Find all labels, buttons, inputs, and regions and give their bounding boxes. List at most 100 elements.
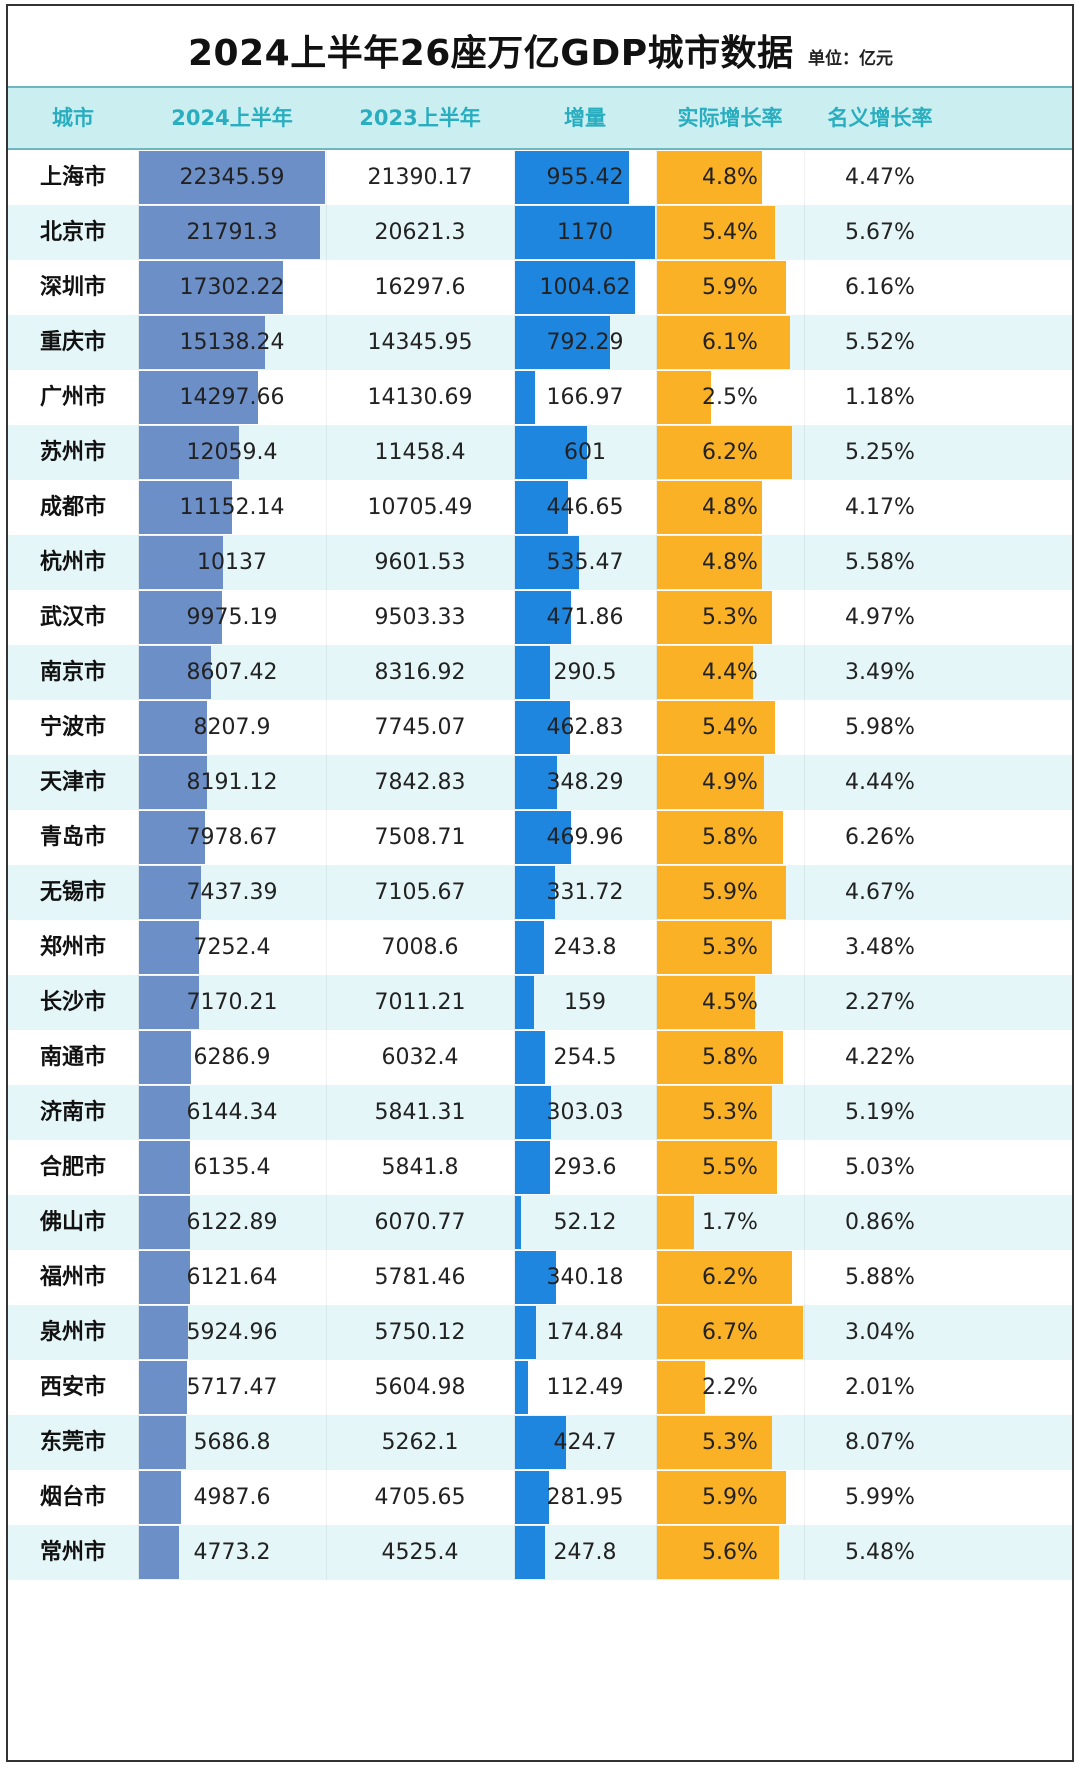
column-divider xyxy=(138,315,139,370)
header-nominal-growth: 名义增长率 xyxy=(827,106,933,130)
gdp-2024h1-bar xyxy=(139,261,283,314)
gdp-2024h1-value: 6286.9 xyxy=(193,1045,271,1070)
column-divider xyxy=(326,1030,327,1085)
gdp-2024h1-bar xyxy=(139,1031,191,1084)
nominal-growth-value: 5.98% xyxy=(845,715,915,740)
real-growth-bar xyxy=(657,1526,779,1579)
gdp-2023h1-value: 21390.17 xyxy=(367,165,473,190)
column-divider xyxy=(138,865,139,920)
header-city: 城市 xyxy=(52,106,94,130)
column-divider xyxy=(138,590,139,645)
increase-value: 174.84 xyxy=(546,1320,624,1345)
gdp-2023h1-value: 4525.4 xyxy=(381,1540,459,1565)
gdp-2023h1-value: 10705.49 xyxy=(367,495,473,520)
real-growth-value: 6.2% xyxy=(702,440,758,465)
column-divider xyxy=(138,370,139,425)
real-growth-bar xyxy=(657,591,772,644)
gdp-2024h1-bar xyxy=(139,921,199,974)
column-divider xyxy=(514,260,515,315)
city-name: 武汉市 xyxy=(39,605,106,630)
increase-value: 254.5 xyxy=(553,1045,617,1070)
column-divider xyxy=(656,1195,657,1250)
table-row: 烟台市 4987.6 4705.65 281.95 5.9% 5.99% xyxy=(8,1470,1072,1525)
city-name: 东莞市 xyxy=(39,1430,106,1455)
gdp-2023h1-value: 7105.67 xyxy=(374,880,466,905)
gdp-2024h1-bar xyxy=(139,1141,190,1194)
increase-bar xyxy=(515,1141,550,1194)
city-name: 重庆市 xyxy=(39,330,106,355)
column-divider xyxy=(514,590,515,645)
gdp-2024h1-value: 6144.34 xyxy=(186,1100,278,1125)
gdp-2023h1-value: 6032.4 xyxy=(381,1045,459,1070)
column-divider xyxy=(514,1360,515,1415)
city-name: 宁波市 xyxy=(39,715,106,740)
gdp-2023h1-value: 20621.3 xyxy=(374,220,466,245)
column-divider xyxy=(326,370,327,425)
gdp-2023h1-value: 5841.8 xyxy=(381,1155,459,1180)
column-divider xyxy=(804,150,805,205)
column-divider xyxy=(514,1525,515,1580)
column-divider xyxy=(656,150,657,205)
real-growth-bar xyxy=(657,371,711,424)
increase-value: 792.29 xyxy=(546,330,624,355)
increase-bar xyxy=(515,811,571,864)
column-divider xyxy=(804,425,805,480)
gdp-2024h1-bar xyxy=(139,701,207,754)
real-growth-bar xyxy=(657,646,753,699)
nominal-growth-value: 3.49% xyxy=(845,660,915,685)
column-divider xyxy=(138,205,139,260)
column-divider xyxy=(804,590,805,645)
column-divider xyxy=(138,1415,139,1470)
gdp-2024h1-bar xyxy=(139,976,199,1029)
column-divider xyxy=(804,480,805,535)
column-divider xyxy=(138,700,139,755)
real-growth-value: 2.5% xyxy=(702,385,758,410)
column-divider xyxy=(656,645,657,700)
increase-bar xyxy=(515,976,534,1029)
column-divider xyxy=(326,1525,327,1580)
column-divider xyxy=(514,865,515,920)
gdp-2024h1-value: 22345.59 xyxy=(179,165,285,190)
page-title: 2024上半年26座万亿GDP城市数据 xyxy=(188,33,794,74)
real-growth-value: 5.3% xyxy=(702,1100,758,1125)
gdp-2023h1-value: 5262.1 xyxy=(381,1430,459,1455)
real-growth-bar xyxy=(657,151,762,204)
column-divider xyxy=(514,975,515,1030)
real-growth-bar xyxy=(657,811,783,864)
column-divider xyxy=(326,260,327,315)
city-name: 泉州市 xyxy=(39,1320,106,1345)
column-divider xyxy=(656,1360,657,1415)
column-divider xyxy=(514,1195,515,1250)
column-divider xyxy=(326,1195,327,1250)
column-divider xyxy=(514,480,515,535)
column-divider xyxy=(326,480,327,535)
gdp-2024h1-value: 6121.64 xyxy=(186,1265,278,1290)
nominal-growth-value: 1.18% xyxy=(845,385,915,410)
nominal-growth-value: 5.88% xyxy=(845,1265,915,1290)
increase-value: 446.65 xyxy=(546,495,624,520)
nominal-growth-value: 5.67% xyxy=(845,220,915,245)
increase-bar xyxy=(515,646,550,699)
real-growth-value: 4.9% xyxy=(702,770,758,795)
gdp-2023h1-value: 7508.71 xyxy=(374,825,466,850)
gdp-2024h1-value: 6122.89 xyxy=(186,1210,278,1235)
column-divider xyxy=(514,1470,515,1525)
column-divider xyxy=(656,1415,657,1470)
city-name: 福州市 xyxy=(39,1265,106,1290)
gdp-2024h1-bar xyxy=(139,756,207,809)
gdp-2023h1-value: 5781.46 xyxy=(374,1265,466,1290)
column-divider xyxy=(656,315,657,370)
gdp-2024h1-bar xyxy=(139,1416,186,1469)
increase-value: 469.96 xyxy=(546,825,624,850)
table-row: 常州市 4773.2 4525.4 247.8 5.6% 5.48% xyxy=(8,1525,1072,1580)
real-growth-value: 4.5% xyxy=(702,990,758,1015)
column-divider xyxy=(326,1470,327,1525)
table-row: 宁波市 8207.9 7745.07 462.83 5.4% 5.98% xyxy=(8,700,1072,755)
column-divider xyxy=(326,590,327,645)
table-row: 南通市 6286.9 6032.4 254.5 5.8% 4.22% xyxy=(8,1030,1072,1085)
real-growth-value: 6.7% xyxy=(702,1320,758,1345)
table-row: 长沙市 7170.21 7011.21 159 4.5% 2.27% xyxy=(8,975,1072,1030)
column-divider xyxy=(514,370,515,425)
gdp-2024h1-value: 8191.12 xyxy=(186,770,278,795)
city-name: 天津市 xyxy=(39,770,106,795)
